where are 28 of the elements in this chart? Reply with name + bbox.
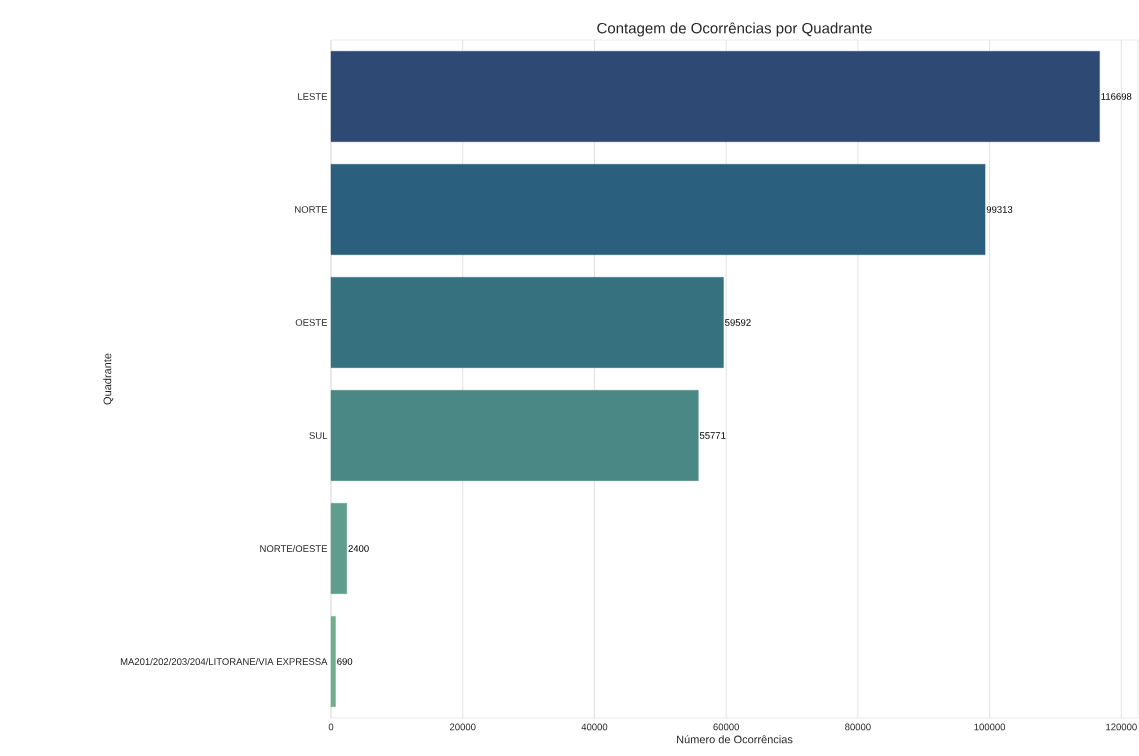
bar <box>330 164 986 255</box>
x-tick-label: 100000 <box>974 723 1006 731</box>
x-axis-title: Número de Ocorrências <box>677 735 793 744</box>
data-label: 116698 <box>1101 93 1132 100</box>
data-label: 59592 <box>725 319 751 326</box>
data-label: 2400 <box>348 545 369 552</box>
x-tick-label: 120000 <box>1106 723 1137 731</box>
data-label: 99313 <box>986 206 1013 213</box>
x-tick-label: 80000 <box>845 723 871 731</box>
y-tick-label: MA201/202/203/204/LITORANE/VIA EXPRESSA <box>120 658 328 665</box>
bar <box>330 616 336 707</box>
y-axis-title: Quadrante <box>103 353 114 405</box>
bar <box>330 390 699 481</box>
y-tick-label: SUL <box>309 432 328 439</box>
bar <box>330 503 348 594</box>
x-tick-label: 20000 <box>449 723 476 731</box>
data-label: 690 <box>337 658 353 665</box>
bar <box>330 51 1100 142</box>
data-label: 55771 <box>699 432 726 439</box>
x-tick-label: 60000 <box>713 723 739 731</box>
y-tick-label: OESTE <box>295 319 328 326</box>
y-tick-label: NORTE <box>295 206 328 213</box>
x-tick-label: 40000 <box>581 723 608 731</box>
bar <box>330 277 724 368</box>
chart-title: Contagem de Ocorrências por Quadrante <box>597 22 872 37</box>
x-tick-label: 0 <box>328 723 334 731</box>
y-tick-label: LESTE <box>298 93 328 100</box>
y-tick-label: NORTE/OESTE <box>260 545 328 552</box>
